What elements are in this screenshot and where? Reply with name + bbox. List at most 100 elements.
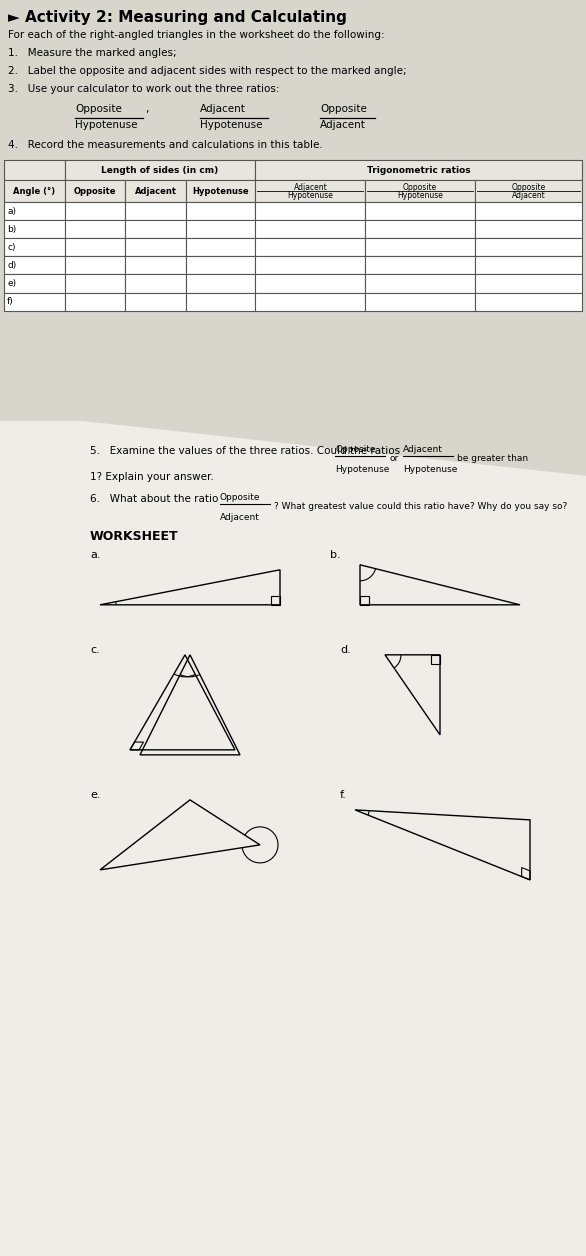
Bar: [475, 239, 582, 256]
Bar: [64, 181, 125, 202]
Text: Hypotenuse: Hypotenuse: [75, 121, 138, 131]
Text: Opposite: Opposite: [220, 492, 261, 502]
Bar: [4, 220, 64, 239]
Bar: [365, 181, 475, 202]
Bar: [365, 220, 475, 239]
Bar: [475, 275, 582, 293]
Text: Opposite: Opposite: [403, 183, 437, 192]
Text: be greater than: be greater than: [457, 453, 528, 462]
Bar: [255, 161, 582, 181]
Bar: [125, 202, 186, 220]
Bar: [186, 220, 255, 239]
Bar: [125, 239, 186, 256]
Text: f.: f.: [340, 790, 347, 800]
Bar: [186, 239, 255, 256]
Bar: [186, 256, 255, 275]
Text: f): f): [7, 298, 13, 306]
Text: 2.   Label the opposite and adjacent sides with respect to the marked angle;: 2. Label the opposite and adjacent sides…: [8, 67, 407, 77]
Text: b.: b.: [330, 550, 340, 560]
Text: Length of sides (in cm): Length of sides (in cm): [101, 166, 219, 175]
Bar: [125, 181, 186, 202]
Text: Angle (°): Angle (°): [13, 187, 56, 196]
Bar: [365, 293, 475, 310]
Bar: [4, 239, 64, 256]
Bar: [255, 202, 365, 220]
Bar: [255, 293, 365, 310]
Text: Adjacent: Adjacent: [200, 104, 246, 114]
Text: Hypotenuse: Hypotenuse: [192, 187, 249, 196]
Text: d): d): [7, 261, 16, 270]
Text: Hypotenuse: Hypotenuse: [403, 465, 458, 474]
Bar: [255, 256, 365, 275]
Text: Hypotenuse: Hypotenuse: [335, 465, 389, 474]
Bar: [64, 161, 255, 181]
Text: Hypotenuse: Hypotenuse: [287, 191, 333, 200]
Bar: [64, 239, 125, 256]
Text: Opposite: Opposite: [75, 104, 122, 114]
Text: 1? Explain your answer.: 1? Explain your answer.: [90, 472, 214, 482]
Bar: [4, 202, 64, 220]
Text: ► Activity 2: Measuring and Calculating: ► Activity 2: Measuring and Calculating: [8, 10, 347, 25]
Bar: [125, 256, 186, 275]
Bar: [64, 256, 125, 275]
Text: Adjacent: Adjacent: [135, 187, 177, 196]
Text: Adjacent: Adjacent: [403, 445, 443, 453]
Bar: [4, 181, 64, 202]
Text: Opposite: Opposite: [74, 187, 116, 196]
Bar: [125, 220, 186, 239]
Text: a.: a.: [90, 550, 101, 560]
Text: Adjacent: Adjacent: [512, 191, 546, 200]
Text: Opposite: Opposite: [512, 183, 546, 192]
Text: d.: d.: [340, 644, 351, 654]
Text: Hypotenuse: Hypotenuse: [397, 191, 443, 200]
Bar: [475, 220, 582, 239]
Bar: [365, 239, 475, 256]
Text: Adjacent: Adjacent: [220, 512, 260, 521]
Bar: [64, 220, 125, 239]
Bar: [64, 275, 125, 293]
Text: ? What greatest value could this ratio have? Why do you say so?: ? What greatest value could this ratio h…: [274, 502, 567, 511]
Bar: [125, 293, 186, 310]
Bar: [186, 181, 255, 202]
Text: a): a): [7, 207, 16, 216]
Bar: [365, 275, 475, 293]
Bar: [4, 275, 64, 293]
Text: 4.   Record the measurements and calculations in this table.: 4. Record the measurements and calculati…: [8, 141, 323, 151]
Text: Adjacent: Adjacent: [294, 183, 327, 192]
Text: ,: ,: [145, 104, 148, 114]
Bar: [475, 256, 582, 275]
Text: WORKSHEET: WORKSHEET: [90, 530, 179, 543]
Bar: [365, 256, 475, 275]
Text: Hypotenuse: Hypotenuse: [200, 121, 263, 131]
Text: 3.   Use your calculator to work out the three ratios:: 3. Use your calculator to work out the t…: [8, 84, 280, 94]
Text: e.: e.: [90, 790, 101, 800]
Bar: [186, 293, 255, 310]
Bar: [475, 202, 582, 220]
Text: 5.   Examine the values of the three ratios. Could the ratios: 5. Examine the values of the three ratio…: [90, 446, 400, 456]
Bar: [255, 220, 365, 239]
Text: Opposite: Opposite: [320, 104, 367, 114]
Text: For each of the right-angled triangles in the worksheet do the following:: For each of the right-angled triangles i…: [8, 30, 384, 40]
Bar: [186, 275, 255, 293]
Text: 1.   Measure the marked angles;: 1. Measure the marked angles;: [8, 48, 176, 58]
Text: c): c): [7, 242, 15, 252]
Bar: [4, 256, 64, 275]
Bar: [64, 202, 125, 220]
Bar: [125, 275, 186, 293]
Text: Adjacent: Adjacent: [320, 121, 366, 131]
Text: or: or: [389, 453, 398, 462]
Text: c.: c.: [90, 644, 100, 654]
Bar: [475, 181, 582, 202]
Bar: [4, 293, 64, 310]
Text: 6.   What about the ratio: 6. What about the ratio: [90, 494, 219, 504]
Bar: [475, 293, 582, 310]
Bar: [365, 202, 475, 220]
Bar: [64, 293, 125, 310]
Bar: [186, 202, 255, 220]
Bar: [255, 181, 365, 202]
Bar: [255, 239, 365, 256]
Bar: [4, 161, 64, 181]
Text: Opposite: Opposite: [335, 445, 376, 453]
Bar: [255, 275, 365, 293]
Polygon shape: [0, 421, 586, 1256]
